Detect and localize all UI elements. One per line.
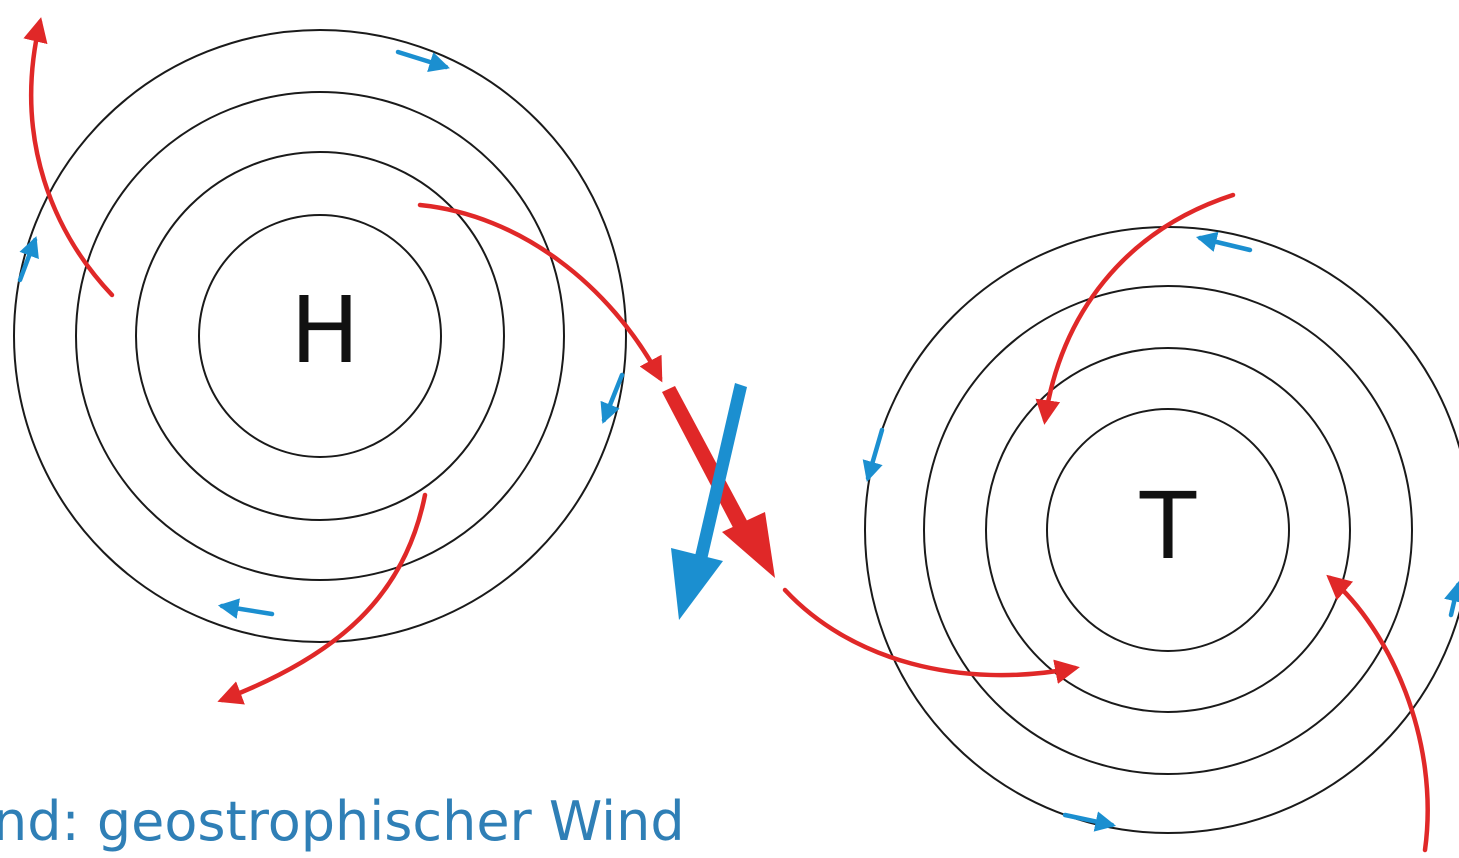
surface-wind-arrow-high-s	[217, 492, 428, 705]
geostrophic-wind-head	[671, 548, 723, 620]
geostrophic-arrow-low-top	[1195, 231, 1253, 253]
high-isobar-4	[13, 29, 627, 643]
geostrophic-arrow-high-top	[395, 49, 450, 72]
geostrophic-wind-small-arrows	[17, 49, 1459, 832]
geostrophic-arrow-high-left	[17, 236, 39, 283]
low-isobar-2	[985, 347, 1351, 713]
geostrophic-arrow-low-left	[862, 427, 885, 482]
low-pressure-label: T	[1139, 473, 1197, 580]
geostrophic-wind-shaft	[695, 383, 747, 560]
surface-wind-arrow-low-se	[1326, 574, 1430, 853]
high-isobar-1	[198, 214, 442, 458]
surface-wind-arrow-low-ne	[1035, 192, 1236, 425]
geostrophic-arrow-low-bottom	[1062, 811, 1117, 832]
surface-wind-arrow-high-nw	[23, 17, 115, 298]
geostrophic-arrow-low-right	[1444, 580, 1459, 618]
low-isobar-3	[923, 285, 1413, 775]
surface-wind-arrows	[23, 17, 1430, 853]
surface-wind-main-head	[722, 512, 775, 578]
high-isobar-3	[75, 91, 565, 581]
caption-text: ind: geostrophischer Wind	[0, 790, 685, 853]
geostrophic-arrow-high-bottom	[217, 598, 275, 619]
surface-wind-main-arrow	[662, 386, 775, 578]
geostrophic-wind-main-arrow	[671, 383, 747, 620]
surface-wind-main-shaft	[662, 386, 752, 537]
high-pressure-label: H	[290, 277, 359, 384]
surface-wind-arrow-high-ne	[417, 202, 663, 383]
surface-wind-arrow-low-in	[782, 587, 1080, 684]
high-isobar-2	[135, 151, 505, 521]
high-pressure-isobars	[13, 29, 627, 643]
geostrophic-arrow-high-right	[600, 372, 625, 424]
low-isobar-1	[1046, 408, 1290, 652]
